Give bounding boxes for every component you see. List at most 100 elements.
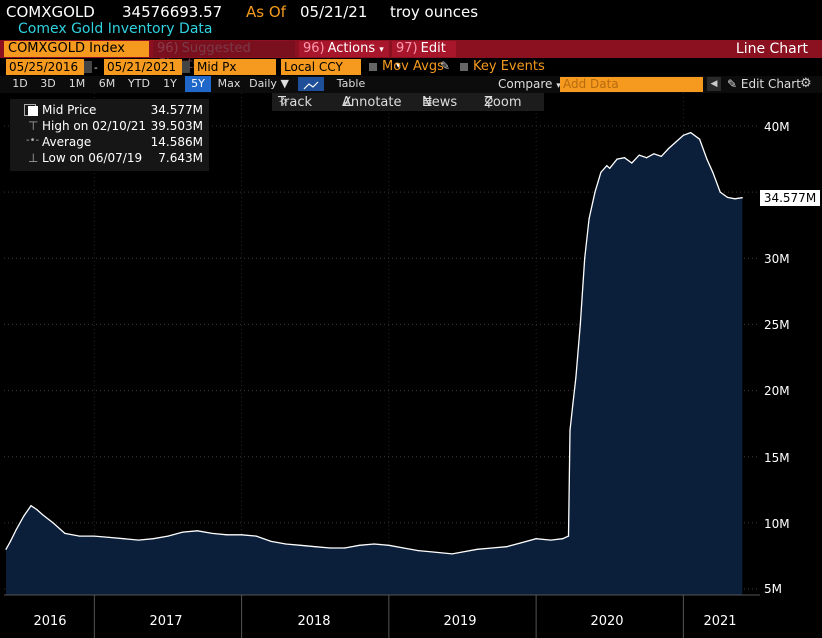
data-point [15,528,17,531]
data-point [584,257,586,259]
key-events-label[interactable]: Key Events [473,59,545,74]
compare-menu[interactable]: Compare ▾ [498,76,561,94]
period-6m[interactable]: 6M [98,77,116,90]
data-point [600,171,602,173]
add-data-input[interactable]: Add Data [560,77,703,92]
data-point [30,505,32,507]
frequency-menu[interactable]: Daily ▼ [248,76,290,92]
legend-row-mid[interactable]: Mid Price 34.577M [10,103,209,118]
chart-type-label[interactable]: Line Chart [735,41,808,57]
currency-selector[interactable]: Local CCY [281,59,361,75]
table-button[interactable]: Table [336,77,366,90]
data-point [491,547,493,549]
data-point [196,530,199,532]
data-point [285,543,287,545]
data-point [402,547,405,549]
data-point [588,218,590,220]
key-events-checkbox[interactable] [460,63,468,71]
x-tick-label: 2019 [443,614,477,629]
period-3d[interactable]: 3D [40,77,56,90]
calendar-icon[interactable] [84,61,92,73]
data-point [631,162,633,164]
data-point [698,138,701,140]
period-ytd[interactable]: YTD [128,77,150,90]
arrow-left-icon[interactable]: ◀ [707,77,721,91]
gear-icon[interactable]: ⚙ [800,76,812,91]
data-point [36,509,38,511]
data-point [226,534,228,536]
data-point [719,191,721,193]
last-value-marker: 34.577M [760,190,820,206]
data-point [712,171,714,173]
data-point [358,544,361,546]
data-point [690,132,692,134]
data-point [9,540,12,542]
x-tick-label: 2021 [703,614,737,629]
data-point [550,539,552,541]
compare-label: Compare [498,77,553,91]
data-point [167,535,169,537]
calendar-icon[interactable] [182,61,190,73]
edit-menu[interactable]: 97) Edit ▾ [392,41,456,71]
period-1d[interactable]: 1D [12,77,28,90]
ticker: COMXGOLD [6,3,95,21]
period-max[interactable]: Max [217,77,241,90]
legend-row-low: ⊥ Low on 06/07/19 7.643M [10,151,209,166]
y-tick-label: 5M [764,582,782,596]
pencil-icon[interactable]: ✎ [440,59,451,73]
line-chart-icon[interactable] [298,77,324,91]
data-point [660,155,662,158]
edit-chart-button[interactable]: ✎ Edit Chart [727,76,801,92]
legend-row-high: ⊤ High on 02/10/21 39.503M [10,119,209,134]
news-label: News [422,95,458,110]
year-separators [93,93,684,638]
x-tick-label: 2017 [149,614,183,629]
x-tick-label: 2018 [297,614,331,629]
legend-mid-value: 34.577M [150,103,203,117]
legend-low-value: 7.643M [158,151,203,165]
data-point [623,157,626,159]
data-point [52,522,54,524]
data-point [417,550,419,552]
end-date-field[interactable]: 05/21/2021 [104,59,182,75]
period-5y[interactable]: 5Y [185,76,211,92]
data-point [64,532,66,535]
edit-chart-label: Edit Chart [740,77,801,91]
suggested-charts-button[interactable]: 96)Suggested Charts [153,41,295,72]
data-point [432,551,434,553]
period-1m[interactable]: 1M [68,77,86,90]
mov-avgs-label[interactable]: Mov Avgs [382,59,444,74]
data-point [616,158,618,160]
data-point [241,534,243,536]
annotate-label: Annotate [342,95,402,110]
data-point [569,429,571,431]
data-points [5,132,743,555]
zoom-label: Zoom [484,95,522,110]
y-tick-label: 30M [764,252,790,266]
y-tick-label: 20M [764,384,790,398]
actions-menu[interactable]: 96) Actions ▾ [299,41,389,57]
as-of-date: 05/21/21 [300,3,368,21]
legend-mid-label: Mid Price [42,103,97,117]
chart-tools-bar: ✧ Track ∠ Annotate ≣ News ⚲ Zoom [272,93,544,111]
data-point [314,546,316,548]
period-1y[interactable]: 1Y [163,77,177,90]
date-separator: - [94,63,98,74]
series-line [5,131,743,555]
start-date-field[interactable]: 05/25/2016 [6,59,84,75]
suggested-num: 96) [157,41,179,56]
data-point [476,548,478,550]
security-description: Comex Gold Inventory Data [18,21,213,37]
caret-down-icon: ▾ [556,81,561,91]
index-field[interactable]: COMXGOLD Index [4,41,149,57]
data-point [572,403,574,405]
field-selector[interactable]: Mid Px [194,59,276,75]
data-point [535,538,537,540]
data-point [706,158,708,160]
data-point [5,548,7,550]
data-point [575,376,577,378]
caret-down-icon: ▼ [280,77,289,90]
mov-avgs-checkbox[interactable] [369,63,377,71]
data-point [79,535,81,537]
legend-high-value: 39.503M [150,119,203,133]
